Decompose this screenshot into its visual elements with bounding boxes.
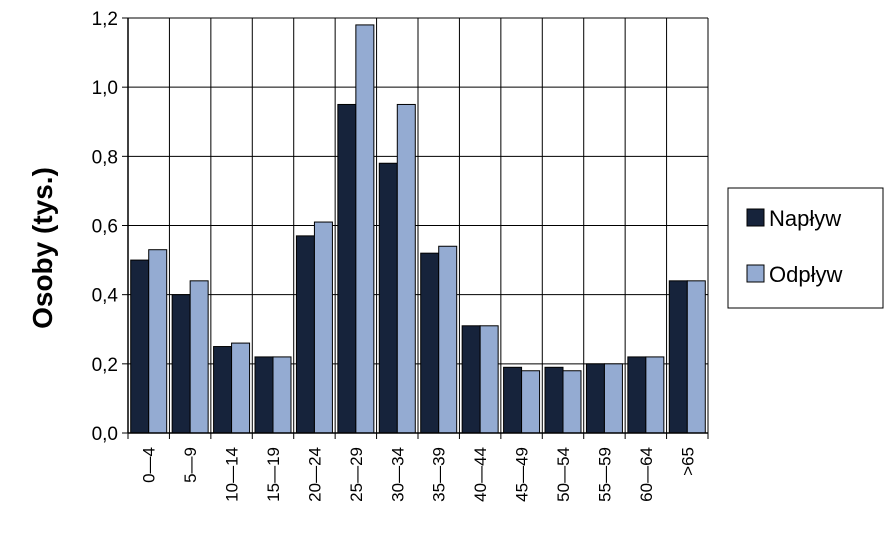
bar-odplyw (438, 245, 458, 434)
legend-swatch-odplyw (746, 264, 765, 283)
y-tick-label: 1,2 (92, 9, 118, 30)
bar-naplyw (295, 235, 315, 434)
x-tick-label: 5—9 (181, 447, 200, 483)
legend: Napływ Odpływ (727, 187, 884, 309)
x-tick-label: >65 (678, 447, 697, 476)
axes (122, 17, 709, 439)
x-tick-label: 50—54 (554, 447, 573, 502)
bar-odplyw (479, 325, 499, 434)
x-tick-label: 25—29 (347, 447, 366, 502)
bar-odplyw (396, 103, 416, 434)
bar-naplyw (254, 356, 274, 434)
y-tick-label: 0,2 (92, 355, 118, 376)
x-tick-label: 35—39 (430, 447, 449, 502)
x-tick-label: 40—44 (471, 447, 490, 502)
x-tick-label: 20—24 (305, 447, 324, 502)
bar-naplyw (585, 363, 605, 434)
x-tick-label: 0—4 (140, 447, 159, 483)
bar-odplyw (189, 280, 209, 434)
y-tick-label: 0,6 (92, 217, 118, 238)
y-axis-label: Osoby (tys.) (27, 167, 58, 329)
bar-odplyw (355, 24, 375, 434)
bar-naplyw (130, 259, 150, 434)
bar-naplyw (213, 346, 233, 434)
bar-naplyw (171, 294, 191, 434)
x-tick-label: 60—64 (637, 447, 656, 502)
bar-odplyw (562, 370, 582, 434)
legend-label-naplyw: Napływ (769, 206, 841, 231)
bar-odplyw (521, 370, 541, 434)
y-tick-labels: 0,0 0,2 0,4 0,6 0,8 1,0 1,2 (92, 9, 119, 445)
bar-naplyw (337, 103, 357, 434)
x-tick-label: 10—14 (223, 447, 242, 502)
bar-naplyw (378, 162, 398, 434)
bar-group (130, 24, 706, 434)
legend-swatch-naplyw (746, 208, 765, 227)
legend-box (727, 187, 884, 309)
bar-odplyw (148, 249, 168, 434)
bar-odplyw (603, 363, 623, 434)
bar-naplyw (420, 252, 440, 434)
bar-odplyw (231, 342, 251, 434)
y-tick-label: 0,4 (92, 286, 119, 307)
x-tick-labels: 0—4 5—9 10—14 15—19 20—24 25—29 30—34 35—39 40—4… (140, 447, 698, 502)
bar-naplyw (461, 325, 481, 434)
x-tick-label: 45—49 (513, 447, 532, 502)
bar-odplyw (645, 356, 665, 434)
bar-odplyw (686, 280, 706, 434)
bar-odplyw (272, 356, 292, 434)
legend-label-odplyw: Odpływ (769, 262, 842, 287)
bar-naplyw (544, 366, 564, 434)
bar-naplyw (627, 356, 647, 434)
bar-odplyw (313, 221, 333, 434)
y-tick-label: 0,8 (92, 147, 118, 168)
bar-naplyw (503, 366, 523, 434)
y-tick-label: 1,0 (92, 78, 118, 99)
x-tick-label: 55—59 (595, 447, 614, 502)
y-tick-label: 0,0 (92, 424, 118, 445)
x-tick-label: 15—19 (264, 447, 283, 502)
x-tick-label: 30—34 (388, 447, 407, 502)
bar-naplyw (668, 280, 688, 434)
gridlines (127, 17, 709, 434)
